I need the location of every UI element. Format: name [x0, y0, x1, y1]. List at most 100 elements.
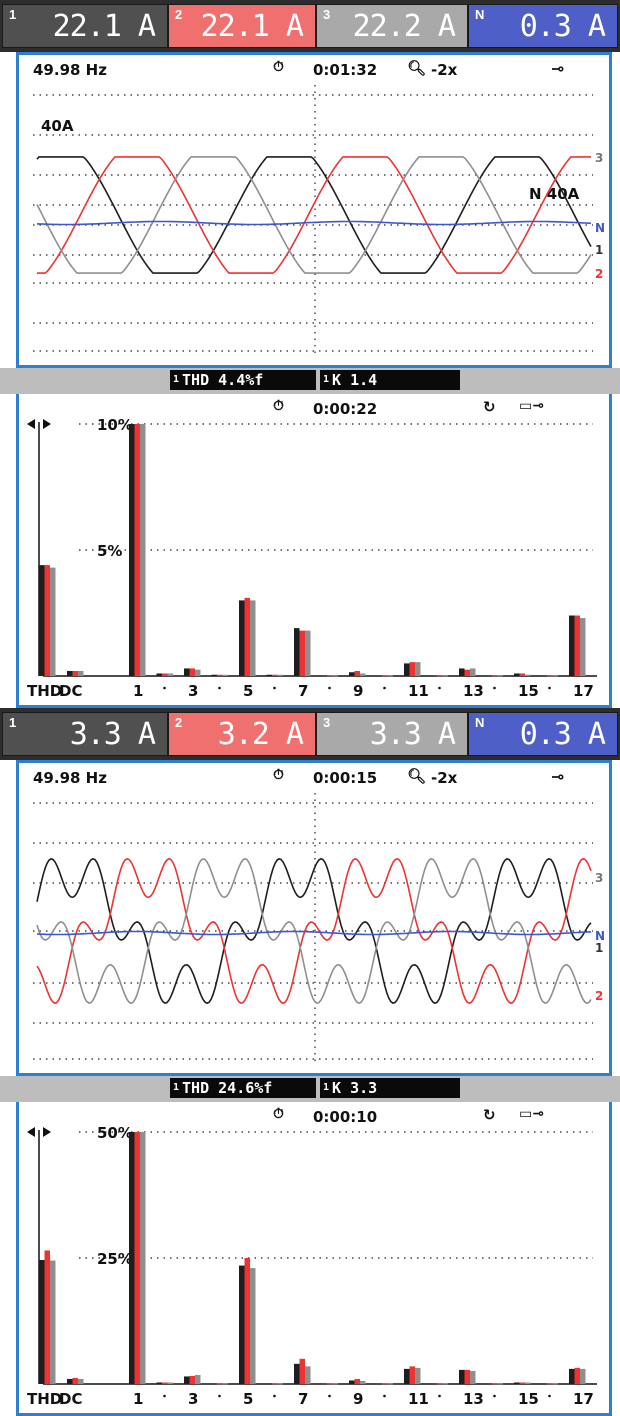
trace-label-3: 3 — [595, 871, 604, 885]
harmonic-bar-6 — [272, 674, 278, 676]
harmonic-bar-4 — [211, 1383, 217, 1385]
harmonic-bar-1 — [134, 424, 140, 676]
harmonic-bar-5 — [250, 1268, 256, 1384]
power-plug-icon: ⊸ — [551, 59, 565, 78]
channel-2-readout: 2 22.1 A — [168, 4, 316, 48]
scope-display-2: 49.98 Hz ⏱ 0:00:15 🔍︎ -2x ⊸ 3 N 1 2 — [16, 760, 612, 1076]
tick-label: 9 — [353, 682, 363, 700]
harmonic-bar-2 — [167, 673, 173, 676]
harmonic-bar-9 — [360, 1380, 366, 1384]
trace-label-n: N — [595, 221, 606, 235]
harmonic-bar-10 — [376, 675, 382, 677]
scope-display-1: 49.98 Hz ⏱ 0:01:32 🔍︎ -2x ⊸ 40A N 40A 3 … — [16, 52, 612, 368]
harmonic-bar-15 — [519, 1382, 525, 1384]
harmonic-bar-14 — [486, 675, 492, 677]
neutral-trace — [36, 220, 592, 226]
harmonic-bar-11 — [409, 662, 415, 676]
harmonic-bar-DC — [72, 670, 78, 676]
tick-label: 15 — [518, 682, 539, 700]
channel-2-readout: 2 3.2 A — [168, 712, 316, 756]
harmonic-bar-14 — [492, 1383, 498, 1385]
minor-tick — [548, 1394, 551, 1398]
tick-label: 3 — [188, 1390, 198, 1408]
zoom-readout: -2x — [431, 61, 458, 79]
harmonic-bar-5 — [244, 597, 250, 676]
harmonic-bar-14 — [497, 1383, 503, 1385]
minor-tick — [163, 686, 166, 690]
harmonic-bar-13 — [459, 1369, 465, 1384]
screen-2: 1 3.3 A 2 3.2 A 3 3.3 A N 0.3 A 49.98 Hz… — [0, 708, 620, 1416]
channel-3-readout: 3 3.3 A — [316, 712, 468, 756]
harmonic-bar-9 — [349, 672, 355, 676]
harmonic-bar-12 — [437, 675, 443, 677]
harmonic-bar-4 — [217, 674, 223, 676]
harmonic-bar-THD — [50, 1260, 56, 1384]
timer-readout: 0:00:22 — [313, 400, 378, 418]
minor-tick — [383, 686, 386, 690]
tick-label: 13 — [463, 1390, 484, 1408]
minor-tick — [493, 1394, 496, 1398]
tick-label: DC — [59, 1390, 82, 1408]
refresh-icon: ↻ — [483, 398, 496, 416]
channel-header-2: 1 3.3 A 2 3.2 A 3 3.3 A N 0.3 A — [0, 708, 620, 760]
phase-2-trace — [36, 857, 592, 1005]
harmonic-bar-6 — [277, 674, 283, 676]
harmonic-bar-7 — [294, 1363, 300, 1384]
tick-label: 1 — [133, 1390, 143, 1408]
harmonic-bar-7 — [305, 630, 311, 676]
tick-label: 17 — [573, 682, 594, 700]
tick-label: THD — [27, 1390, 62, 1408]
harmonics-display-1: ⏱ 0:00:22 ↻ ▭⊸ 10% 5% THD DC 1 3 5 7 9 11 13 15 17 — [16, 394, 612, 708]
channel-3-value: 22.2 A — [352, 9, 456, 44]
harmonic-bar-4 — [222, 1383, 228, 1385]
zoom-icon: 🔍︎ — [407, 767, 427, 785]
channel-n-readout: N 0.3 A — [468, 4, 618, 48]
harmonic-bar-3 — [189, 1375, 195, 1384]
waveform-plot-1 — [33, 85, 593, 355]
timer-icon: ⏱ — [273, 59, 284, 75]
scale-label-top: 10% — [97, 416, 133, 434]
harmonic-bar-9 — [360, 673, 366, 676]
harmonic-bar-3 — [189, 668, 195, 676]
phase-3-trace — [36, 857, 592, 1005]
cursor-arrows-icon — [27, 419, 51, 429]
channel-1-value: 3.3 A — [69, 717, 156, 752]
thd-readout: 1 THD 24.6%f — [170, 1078, 316, 1098]
harmonic-bar-16 — [541, 1383, 547, 1385]
harmonic-bar-6 — [266, 674, 272, 676]
harmonic-bar-6 — [272, 1383, 278, 1385]
minor-tick — [273, 1394, 276, 1398]
tick-label: 3 — [188, 682, 198, 700]
cursor-arrows-icon — [27, 1127, 51, 1137]
harmonic-bar-10 — [387, 1383, 393, 1385]
harmonic-bar-8 — [332, 1383, 338, 1385]
harmonic-bar-13 — [459, 668, 465, 676]
harmonic-bar-12 — [442, 675, 448, 677]
harmonic-bar-13 — [470, 1370, 476, 1384]
waveform-plot-2 — [33, 793, 593, 1063]
harmonic-bar-15 — [514, 1382, 520, 1384]
harmonic-bar-16 — [547, 675, 553, 677]
minor-tick — [438, 686, 441, 690]
timer-icon: ⏱ — [273, 398, 284, 414]
phase-2-trace — [37, 156, 591, 274]
harmonic-bar-14 — [486, 1383, 492, 1385]
harmonic-bar-5 — [239, 600, 245, 676]
tick-label: 7 — [298, 1390, 308, 1408]
scale-label-mid: 25% — [97, 1250, 133, 1268]
harmonic-bar-THD — [44, 1250, 50, 1384]
harmonic-bar-16 — [552, 1383, 558, 1385]
tick-label: 1 — [133, 682, 143, 700]
harmonic-bar-DC — [67, 670, 73, 676]
harmonic-bar-9 — [354, 1378, 360, 1384]
scale-label: 40A — [41, 117, 74, 135]
harmonics-display-2: ⏱ 0:00:10 ↻ ▭⊸ 50% 25% THD DC 1 3 5 7 9 11 13 15 17 — [16, 1102, 612, 1416]
harmonic-bar-16 — [547, 1383, 553, 1385]
harmonic-bar-17 — [574, 1367, 580, 1384]
harmonic-bar-7 — [305, 1366, 311, 1384]
minor-tick — [218, 1394, 221, 1398]
harmonic-bar-3 — [184, 1376, 190, 1384]
